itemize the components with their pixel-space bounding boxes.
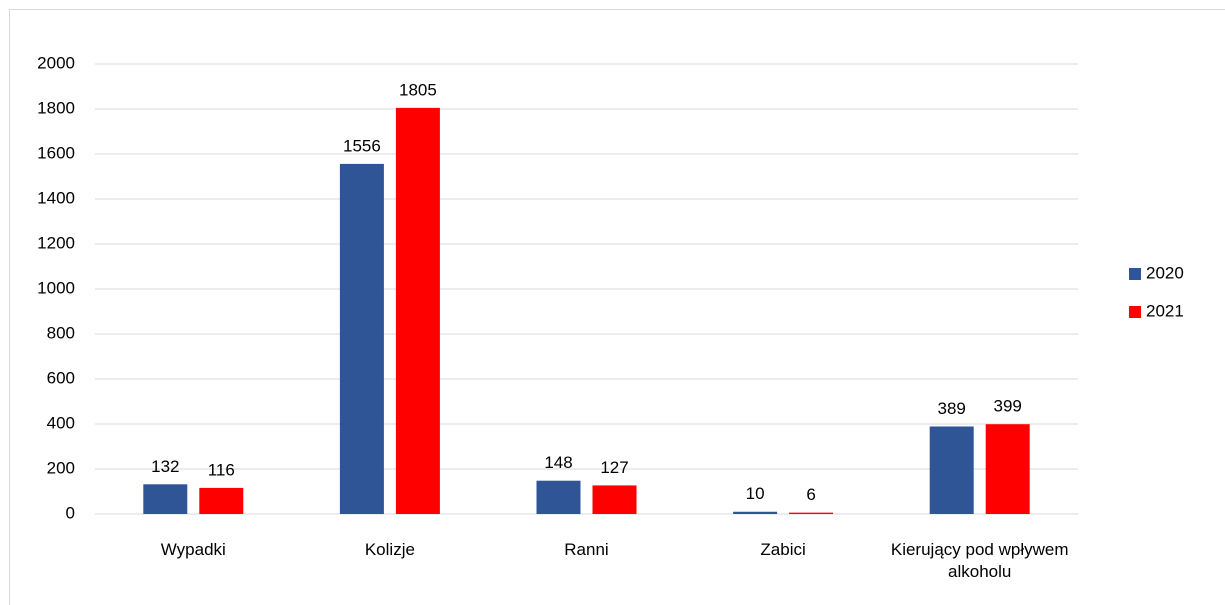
y-tick-label: 200 — [47, 458, 75, 477]
y-tick-label: 1800 — [37, 98, 75, 117]
bar — [733, 511, 778, 514]
x-tick-label: Kolizje — [364, 540, 415, 559]
y-tick-label: 2000 — [37, 53, 75, 72]
bar — [199, 487, 244, 514]
legend-swatch — [1129, 306, 1141, 318]
y-tick-label: 600 — [47, 368, 75, 387]
data-label: 389 — [938, 399, 966, 418]
bar — [985, 424, 1030, 514]
data-label: 1805 — [399, 80, 437, 99]
chart-border — [9, 9, 1225, 605]
legend-label: 2020 — [1146, 263, 1184, 282]
legend-swatch — [1129, 268, 1141, 280]
bar — [929, 426, 974, 514]
bar — [339, 163, 384, 514]
data-label: 148 — [544, 453, 572, 472]
bar — [592, 485, 637, 514]
data-label: 10 — [746, 484, 765, 503]
data-label: 1556 — [343, 136, 381, 155]
legend-label: 2021 — [1146, 301, 1184, 320]
y-tick-label: 1400 — [37, 188, 75, 207]
y-tick-label: 400 — [47, 413, 75, 432]
y-tick-label: 800 — [47, 323, 75, 342]
y-tick-label: 0 — [66, 503, 75, 522]
data-label: 132 — [151, 457, 179, 476]
bar — [536, 480, 581, 514]
x-tick-label: Zabici — [760, 540, 806, 559]
bar — [789, 512, 834, 514]
y-tick-label: 1000 — [37, 278, 75, 297]
data-label: 399 — [994, 397, 1022, 416]
x-tick-label: Ranni — [564, 540, 609, 559]
data-label: 116 — [208, 460, 235, 479]
data-label: 6 — [806, 485, 815, 504]
x-tick-label: Wypadki — [160, 540, 226, 559]
x-tick-label: Kierujący pod wpływem alkoholu — [890, 540, 1069, 581]
data-label: 127 — [600, 458, 628, 477]
bar — [395, 107, 440, 514]
bar — [143, 484, 188, 514]
y-tick-label: 1600 — [37, 143, 75, 162]
y-tick-label: 1200 — [37, 233, 75, 252]
